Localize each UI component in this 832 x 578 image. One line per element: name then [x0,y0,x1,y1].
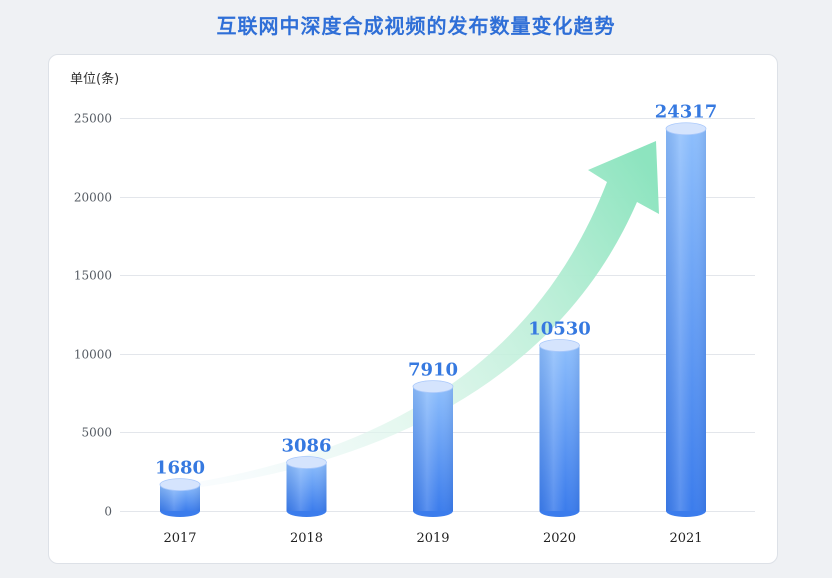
bars [159,122,707,517]
x-tick-label-2021: 2021 [669,531,702,546]
bar-shading [286,462,327,511]
x-tick-label-2020: 2020 [543,531,576,546]
x-tick-label-2019: 2019 [416,531,449,546]
value-labels: 1680 3086 7910 10530 24317 [155,102,717,479]
value-label-2020: 10530 [528,318,591,339]
y-tick-label: 5000 [81,426,112,440]
y-axis-ticks: 0 5000 10000 15000 20000 25000 [74,112,112,519]
y-tick-label: 20000 [74,191,112,205]
y-tick-label: 25000 [74,112,112,126]
bar-shading [539,345,580,511]
bar-top-cap [665,122,707,136]
y-tick-label: 0 [104,505,112,519]
bar-2021 [665,122,707,517]
value-label-2021: 24317 [655,102,718,123]
bar-top-cap [286,456,327,469]
bar-2020 [539,339,580,517]
bar-shading [666,128,706,511]
bar-2019 [412,380,454,517]
bar-2018 [286,456,327,517]
x-tick-label-2018: 2018 [290,531,323,546]
trend-arrow [160,141,659,492]
y-tick-label: 15000 [74,269,112,283]
value-label-2017: 1680 [155,458,205,479]
value-label-2018: 3086 [281,435,331,456]
bar-top-cap [539,339,580,352]
bar-top-cap [412,380,454,394]
bar-2017 [159,478,201,517]
y-tick-label: 10000 [74,348,112,362]
x-tick-label-2017: 2017 [163,531,196,546]
chart-title: 互联网中深度合成视频的发布数量变化趋势 [216,14,616,38]
y-axis-label: 单位(条) [70,71,119,87]
bar-shading [413,386,453,511]
x-axis-ticks: 2017 2018 2019 2020 2021 [163,531,702,546]
bar-top-cap [159,478,201,491]
value-label-2019: 7910 [408,360,458,381]
